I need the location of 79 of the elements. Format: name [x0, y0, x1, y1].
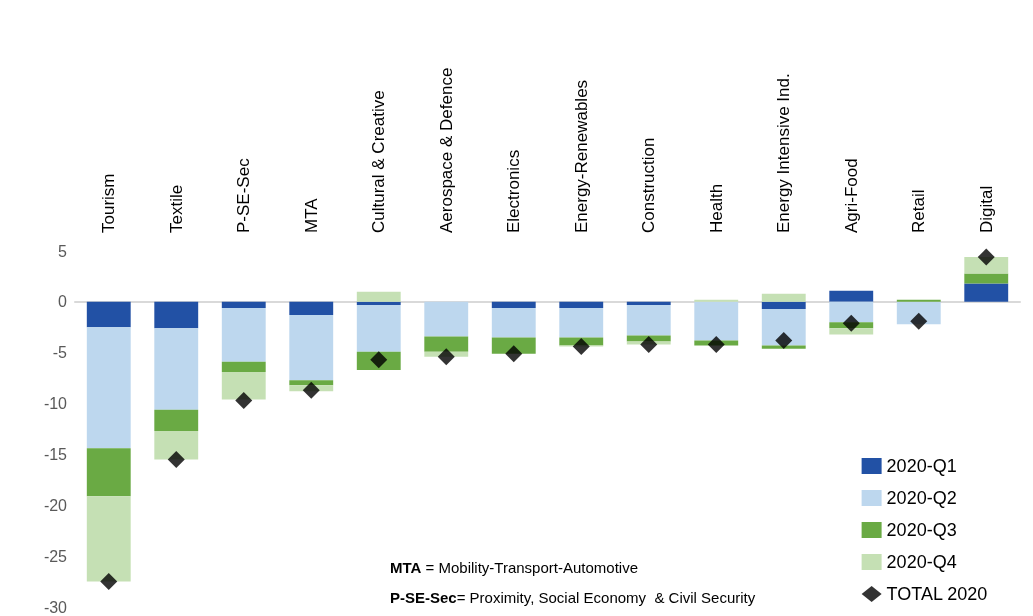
x-tick-label: Energy Intensive Ind. — [774, 73, 794, 233]
bar — [896, 299, 941, 302]
y-tick-label: 5 — [58, 242, 68, 260]
bar — [491, 307, 536, 338]
bar — [86, 448, 131, 497]
bar — [694, 299, 739, 302]
x-tick-label: Aerospace & Defence — [436, 67, 456, 233]
point — [302, 381, 320, 399]
point — [100, 573, 118, 591]
bar — [964, 283, 1009, 302]
bar — [626, 301, 671, 305]
bar — [829, 301, 874, 323]
y-tick-label: -15 — [43, 445, 68, 463]
point — [977, 248, 995, 266]
bar — [221, 361, 266, 373]
x-tick-label: Construction — [639, 137, 659, 233]
annotation: MTA = Mobility-Transport-Automotive — [390, 559, 638, 576]
legend-label: 2020-Q1 — [886, 456, 957, 476]
x-tick-label: Textile — [166, 184, 186, 233]
bar — [356, 304, 401, 352]
annotation: P-SE-Sec= Proximity, Social Economy & Civil Security — [390, 589, 756, 606]
x-tick-label: Retail — [909, 189, 929, 233]
legend-label: 2020-Q2 — [886, 488, 957, 508]
bar — [221, 307, 266, 362]
y-tick-label: -25 — [43, 547, 68, 565]
bar — [626, 304, 671, 336]
bar — [964, 273, 1009, 284]
bar — [694, 301, 739, 341]
bar — [154, 328, 199, 410]
bar — [829, 290, 874, 302]
x-tick-label: Health — [706, 183, 726, 233]
point — [167, 451, 185, 469]
bar — [221, 372, 266, 400]
bar — [761, 345, 806, 349]
y-tick-label: 0 — [58, 293, 68, 311]
bar — [154, 409, 199, 432]
y-tick-label: -10 — [43, 395, 68, 413]
x-tick-label: MTA — [301, 197, 321, 233]
legend-label: 2020-Q4 — [886, 552, 957, 572]
y-tick-label: -20 — [43, 496, 68, 514]
bar — [289, 301, 334, 316]
bar — [356, 291, 401, 302]
bar — [289, 315, 334, 381]
point — [505, 345, 523, 363]
legend-label: 2020-Q3 — [886, 520, 957, 540]
bar — [86, 327, 131, 449]
bar — [154, 431, 199, 460]
bar — [424, 336, 469, 352]
point — [572, 338, 590, 356]
bar — [356, 301, 401, 305]
bar — [86, 301, 131, 328]
point — [707, 336, 725, 354]
x-tick-label: Electronics — [504, 149, 524, 233]
bar — [829, 328, 874, 335]
bar — [761, 308, 806, 346]
x-tick-label: Tourism — [99, 173, 119, 233]
bar — [289, 380, 334, 386]
bar — [559, 301, 604, 308]
y-tick-label: -5 — [52, 344, 68, 362]
bar — [761, 301, 806, 309]
point — [640, 336, 658, 354]
x-tick-label: P-SE-Sec — [234, 157, 254, 233]
bar — [559, 307, 604, 338]
x-tick-label: Cultural & Creative — [369, 90, 389, 233]
bar — [424, 301, 469, 337]
point — [437, 348, 455, 366]
point — [235, 392, 253, 410]
bar — [154, 301, 199, 329]
x-tick-label: Energy-Renewables — [571, 79, 591, 233]
bar — [221, 301, 266, 308]
bar — [761, 293, 806, 302]
bar — [86, 496, 131, 582]
point — [775, 332, 793, 350]
y-tick-label: -30 — [43, 598, 68, 616]
point — [842, 314, 860, 332]
legend-label: TOTAL 2020 — [886, 584, 988, 604]
x-tick-label: Digital — [976, 185, 996, 233]
x-tick-label: Agri-Food — [841, 158, 861, 233]
bar — [491, 301, 536, 308]
